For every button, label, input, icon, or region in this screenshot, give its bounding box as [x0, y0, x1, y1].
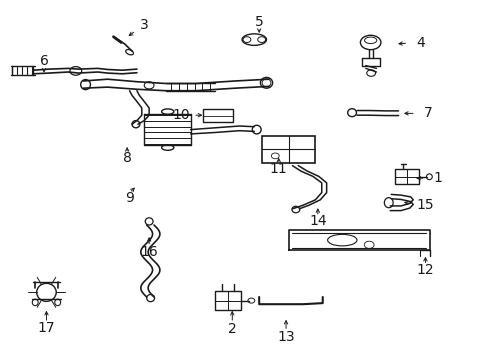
Ellipse shape [242, 34, 266, 45]
Text: 6: 6 [40, 54, 48, 68]
FancyBboxPatch shape [215, 291, 240, 310]
FancyBboxPatch shape [394, 169, 418, 184]
Ellipse shape [360, 35, 380, 50]
Text: 8: 8 [122, 152, 131, 165]
Text: 9: 9 [125, 191, 134, 205]
Text: 5: 5 [254, 15, 263, 28]
Text: 12: 12 [416, 263, 433, 277]
Text: 2: 2 [227, 323, 236, 336]
Ellipse shape [37, 283, 56, 301]
FancyBboxPatch shape [203, 109, 233, 122]
Text: 16: 16 [140, 245, 158, 259]
Text: 17: 17 [38, 321, 55, 334]
Text: 4: 4 [415, 36, 424, 50]
Text: 14: 14 [308, 215, 326, 228]
Text: 1: 1 [432, 171, 441, 185]
Text: 10: 10 [172, 108, 189, 122]
Text: 11: 11 [269, 162, 287, 176]
Text: 7: 7 [423, 107, 431, 120]
Ellipse shape [364, 37, 376, 44]
Text: 13: 13 [277, 330, 294, 343]
Text: 15: 15 [416, 198, 433, 212]
FancyBboxPatch shape [261, 136, 315, 163]
Text: 3: 3 [140, 18, 148, 32]
